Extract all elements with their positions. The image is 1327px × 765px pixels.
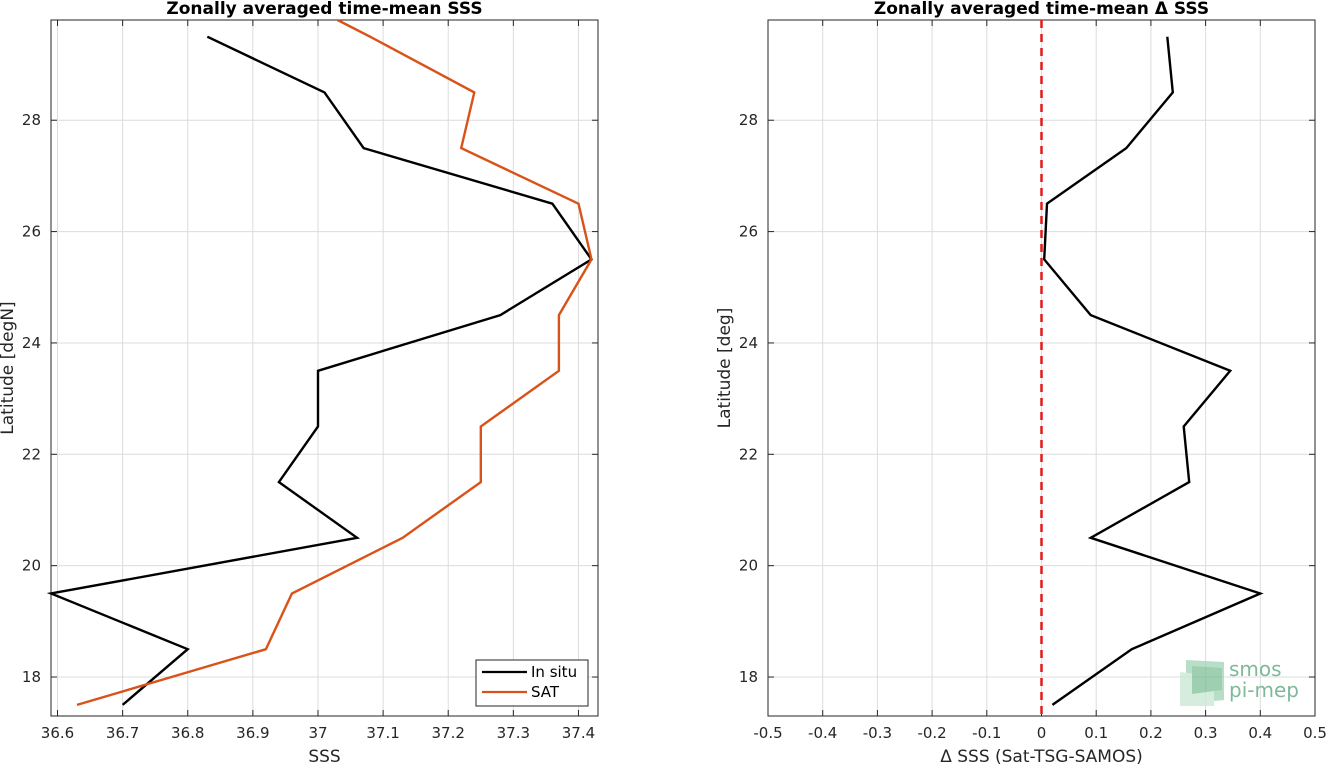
legend: In situ SAT [475, 659, 589, 707]
right-x-tick-label: 0.4 [1248, 724, 1272, 742]
right-x-tick-label: -0.4 [808, 724, 837, 742]
right-x-tick-label: 0 [1037, 724, 1047, 742]
left-ticks: 36.6 36.7 36.8 36.9 37 37.1 37.2 37.3 37.4 18 20 22… [22, 20, 598, 742]
right-y-axis-label: Latitude [deg] [715, 308, 735, 429]
legend-label-sat: SAT [531, 683, 560, 701]
left-y-tick-label: 24 [22, 334, 41, 352]
right-y-tick-label: 20 [739, 557, 758, 575]
left-x-tick-label: 37.2 [432, 724, 465, 742]
right-x-axis-label: Δ SSS (Sat-TSG-SAMOS) [940, 747, 1143, 765]
smos-pi-mep-logo: smos pi-mep [1180, 657, 1299, 706]
left-series-line-sat [76, 18, 593, 707]
legend-box [475, 659, 589, 707]
left-axes-frame [50, 19, 599, 717]
right-ticks: -0.5 -0.4 -0.3 -0.2 -0.1 0 0.1 0.2 0.3 0.4 0.5 18 20… [739, 20, 1327, 742]
left-y-tick-label: 20 [22, 557, 41, 575]
right-x-tick-label: 0.5 [1303, 724, 1327, 742]
left-x-tick-label: 36.8 [171, 724, 204, 742]
logo-mark-icon [1180, 660, 1224, 706]
right-y-tick-label: 18 [739, 668, 758, 686]
right-y-tick-label: 22 [739, 445, 758, 463]
right-x-tick-label: -0.2 [917, 724, 946, 742]
right-x-tick-label: -0.3 [863, 724, 892, 742]
left-y-tick-label: 26 [22, 223, 41, 241]
left-series [46, 18, 594, 707]
left-x-tick-label: 37.4 [562, 724, 595, 742]
right-x-tick-label: -0.1 [972, 724, 1001, 742]
left-x-tick-label: 37 [308, 724, 327, 742]
left-grid [51, 20, 598, 716]
left-chart-title: Zonally averaged time-mean SSS [166, 0, 482, 19]
right-x-tick-label: 0.3 [1194, 724, 1218, 742]
right-x-tick-label: -0.5 [753, 724, 782, 742]
left-x-axis-label: SSS [308, 747, 340, 765]
right-chart-title: Zonally averaged time-mean Δ SSS [874, 0, 1209, 19]
left-x-tick-label: 36.6 [41, 724, 74, 742]
delta-sss-panel: -0.5 -0.4 -0.3 -0.2 -0.1 0 0.1 0.2 0.3 0.4 0.5 18 20… [715, 0, 1327, 765]
left-y-tick-label: 22 [22, 445, 41, 463]
right-y-tick-label: 26 [739, 223, 758, 241]
right-series [1042, 36, 1264, 706]
right-y-tick-label: 28 [739, 111, 758, 129]
left-y-tick-label: 18 [22, 668, 41, 686]
right-y-tick-label: 24 [739, 334, 758, 352]
logo-text-pi-mep: pi-mep [1229, 678, 1299, 702]
sss-panel: 36.6 36.7 36.8 36.9 37 37.1 37.2 37.3 37.4 18 20 22… [0, 0, 599, 765]
right-series-line-0 [1042, 36, 1264, 706]
left-x-tick-label: 36.7 [106, 724, 139, 742]
left-y-tick-label: 28 [22, 111, 41, 129]
logo-text-smos: smos [1229, 657, 1282, 681]
right-x-tick-label: 0.2 [1139, 724, 1163, 742]
left-x-tick-label: 37.1 [366, 724, 399, 742]
left-series-line-in-situ [46, 35, 594, 706]
right-x-tick-label: 0.1 [1084, 724, 1108, 742]
left-x-tick-label: 36.9 [236, 724, 269, 742]
left-x-tick-label: 37.3 [497, 724, 530, 742]
legend-label-in-situ: In situ [531, 663, 577, 681]
left-y-axis-label: Latitude [degN] [0, 301, 18, 434]
